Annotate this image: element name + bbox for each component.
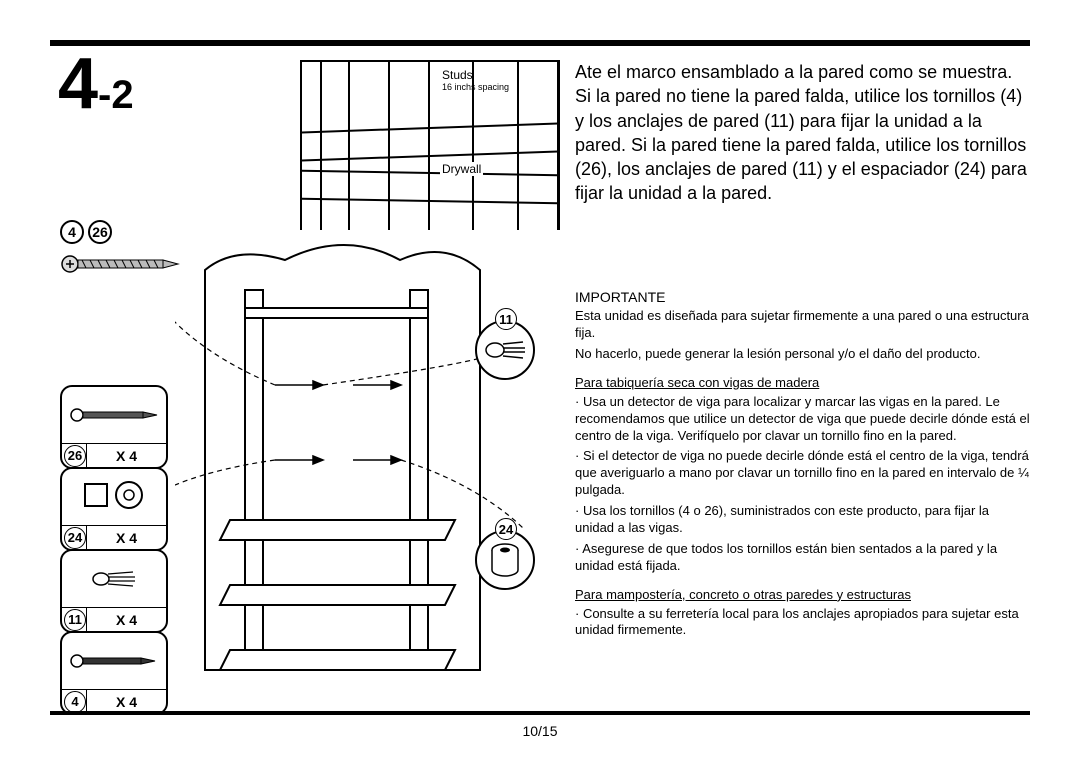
wall-diagram: Studs 16 inchs spacing Drywall <box>300 60 560 230</box>
part-qty: X 4 <box>86 526 166 549</box>
part-id-circle: 26 <box>88 220 112 244</box>
part-id-circle: 24 <box>495 518 517 540</box>
parts-list: 26X 424X 411X 44X 4 <box>60 385 168 713</box>
screw-icon <box>60 250 180 278</box>
hardware-header: 4 26 <box>60 220 112 244</box>
spacing-label: 16 inchs spacing <box>442 82 509 92</box>
page-number: 10/15 <box>50 723 1030 739</box>
part-row: 26X 4 <box>62 443 166 467</box>
part-qty: X 4 <box>86 690 166 713</box>
part-row: 11X 4 <box>62 607 166 631</box>
step-major: 4 <box>58 44 98 124</box>
bullet-text: · Asegurese de que todos los tornillos e… <box>575 541 1030 575</box>
part-box: 24X 4 <box>60 467 168 551</box>
part-id-circle: 11 <box>495 308 517 330</box>
anchor-icon <box>483 336 527 364</box>
bullet-text: · Consulte a su ferretería local para lo… <box>575 606 1030 640</box>
part-id-circle: 4 <box>60 220 84 244</box>
main-instruction: Ate el marco ensamblado a la pared como … <box>575 60 1030 206</box>
part-id-circle: 4 <box>64 691 86 713</box>
drywall-label: Drywall <box>440 162 483 176</box>
main-paragraph: Ate el marco ensamblado a la pared como … <box>575 60 1030 206</box>
part-box: 26X 4 <box>60 385 168 469</box>
bullet-text: · Usa un detector de viga para localizar… <box>575 394 1030 445</box>
step-minor: -2 <box>98 73 134 117</box>
part-illustration <box>62 633 166 689</box>
part-illustration <box>62 551 166 607</box>
part-row: 4X 4 <box>62 689 166 713</box>
part-id-circle: 26 <box>64 445 86 467</box>
detailed-instructions: IMPORTANTE Esta unidad es diseñada para … <box>575 288 1030 643</box>
part-qty: X 4 <box>86 444 166 467</box>
drywall-layer <box>300 122 560 162</box>
shelf-unit-diagram <box>175 230 535 690</box>
part-row: 24X 4 <box>62 525 166 549</box>
part-id-circle: 11 <box>64 609 86 631</box>
importante-p2: No hacerlo, puede generar la lesión pers… <box>575 346 1030 363</box>
part-qty: X 4 <box>86 608 166 631</box>
section1-title: Para tabiquería seca con vigas de madera <box>575 375 1030 392</box>
callout-anchor: 11 <box>475 320 535 380</box>
rule-top <box>50 40 1030 46</box>
part-id-circle: 24 <box>64 527 86 549</box>
rule-bottom <box>50 711 1030 715</box>
importante-title: IMPORTANTE <box>575 288 1030 306</box>
step-number: 4-2 <box>58 48 134 120</box>
importante-p1: Esta unidad es diseñada para sujetar fir… <box>575 308 1030 342</box>
part-illustration <box>62 387 166 443</box>
callout-spacer: 24 <box>475 530 535 590</box>
bullet-text: · Usa los tornillos (4 o 26), suministra… <box>575 503 1030 537</box>
part-box: 4X 4 <box>60 631 168 715</box>
studs-label: Studs <box>442 68 473 82</box>
part-illustration <box>62 469 166 525</box>
page: 4-2 Studs 16 inchs spacing Drywall 4 26 … <box>50 40 1030 743</box>
drywall-layer <box>300 170 560 205</box>
spacer-icon <box>487 540 523 580</box>
bullet-text: · Si el detector de viga no puede decirl… <box>575 448 1030 499</box>
part-box: 11X 4 <box>60 549 168 633</box>
section2-title: Para mampostería, concreto o otras pared… <box>575 587 1030 604</box>
